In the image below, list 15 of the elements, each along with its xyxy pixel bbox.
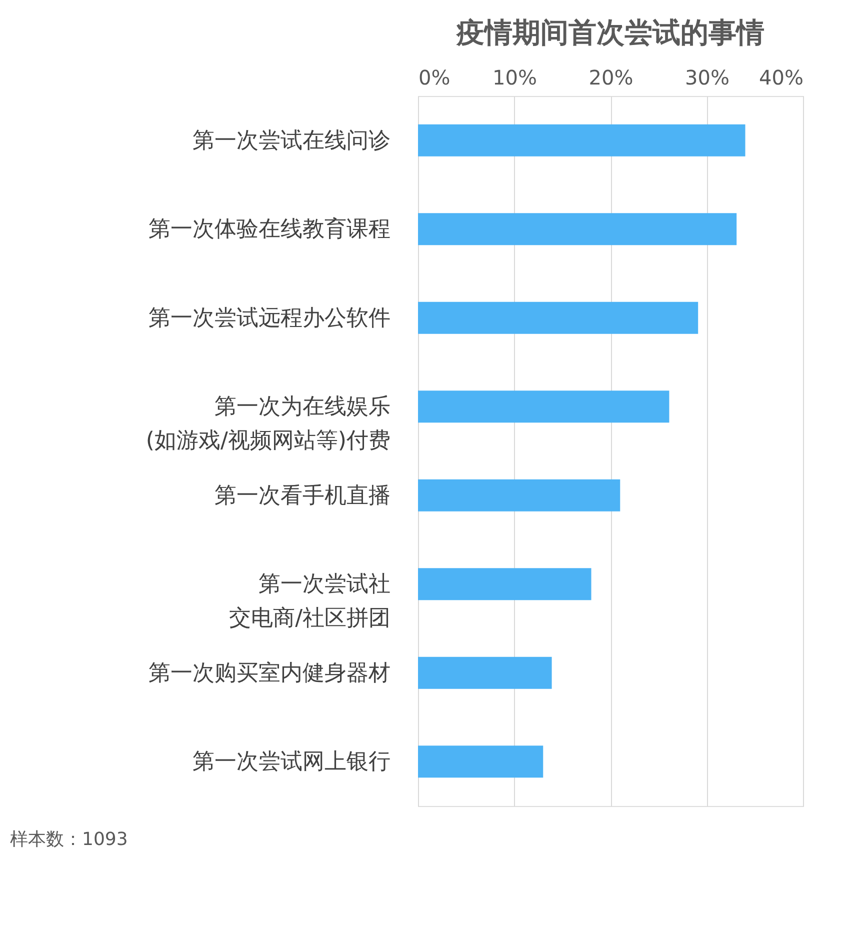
x-tick-label: 30% bbox=[685, 66, 730, 90]
y-tick-label: 第一次尝试社交电商/社区拼团 bbox=[229, 572, 390, 632]
x-tick-label: 10% bbox=[492, 66, 537, 90]
x-tick-label: 0% bbox=[418, 66, 450, 90]
x-tick-label: 40% bbox=[759, 66, 804, 90]
text: 样本数：1093 bbox=[10, 829, 128, 850]
x-tick-label: 20% bbox=[588, 66, 634, 90]
y-tick-label: 第一次尝试网上银行 bbox=[192, 750, 390, 775]
chart-title: 疫情期间首次尝试的事情 bbox=[456, 16, 764, 49]
y-tick-label: 第一次为在线娱乐(如游戏/视频网站等)付费 bbox=[146, 394, 390, 454]
y-tick-label: 第一次看手机直播 bbox=[214, 483, 390, 508]
y-tick-label: 第一次尝试远程办公软件 bbox=[148, 306, 390, 331]
y-tick-label: 第一次购买室内健身器材 bbox=[148, 660, 390, 686]
y-tick-label: 第一次尝试在线问诊 bbox=[192, 128, 390, 154]
y-tick-label: 第一次体验在线教育课程 bbox=[148, 216, 390, 242]
